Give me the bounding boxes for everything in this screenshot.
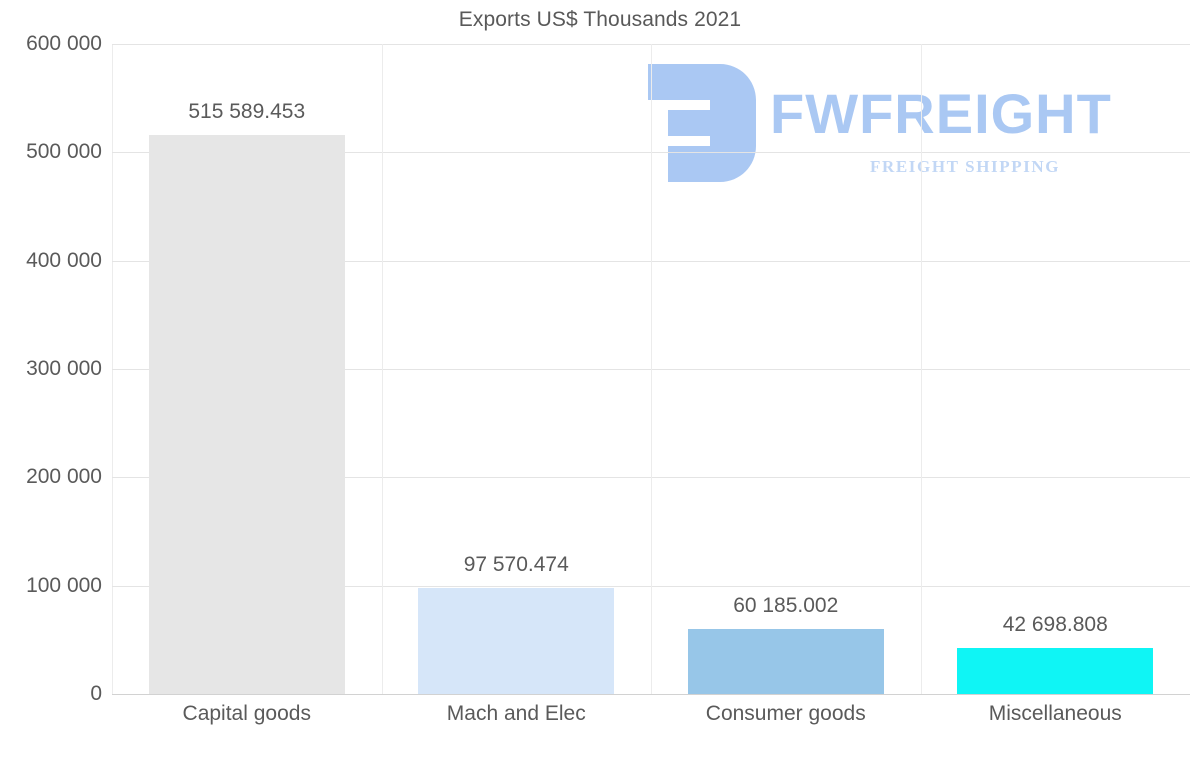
bar-value-label: 42 698.808 — [1002, 612, 1108, 636]
bar-value-label: 97 570.474 — [463, 553, 569, 577]
chart-title: Exports US$ Thousands 2021 — [458, 8, 742, 31]
bar-consumer-goods[interactable] — [687, 628, 884, 694]
category-separator — [382, 44, 383, 694]
bar-capital-goods[interactable] — [148, 135, 345, 694]
y-axis-tick-label: 400 000 — [26, 248, 102, 272]
x-axis-tick-label: Consumer goods — [705, 702, 866, 725]
bar-value-label: 60 185.002 — [733, 593, 839, 617]
category-separator — [651, 44, 652, 694]
x-axis-tick-label: Capital goods — [182, 702, 311, 725]
y-axis-tick-label: 500 000 — [26, 140, 102, 164]
bar-miscellaneous[interactable] — [957, 647, 1154, 694]
y-axis-tick-label: 600 000 — [26, 32, 102, 55]
x-axis-tick-label: Mach and Elec — [446, 702, 586, 725]
y-axis-tick-label: 200 000 — [26, 465, 102, 489]
bar-value-label: 515 589.453 — [188, 100, 306, 124]
y-axis-tick-label: 100 000 — [26, 573, 102, 597]
plot-area: 0 100 000 200 000 300 000 400 000 500 000 600 … — [26, 32, 1190, 705]
x-axis-tick-label: Miscellaneous — [988, 702, 1122, 725]
y-axis-tick-label: 300 000 — [26, 357, 102, 380]
gridline — [112, 694, 1190, 695]
bar-mach-and-elec[interactable] — [418, 588, 615, 694]
y-axis-tick-label: 0 — [90, 682, 102, 705]
category-separator — [921, 44, 922, 694]
